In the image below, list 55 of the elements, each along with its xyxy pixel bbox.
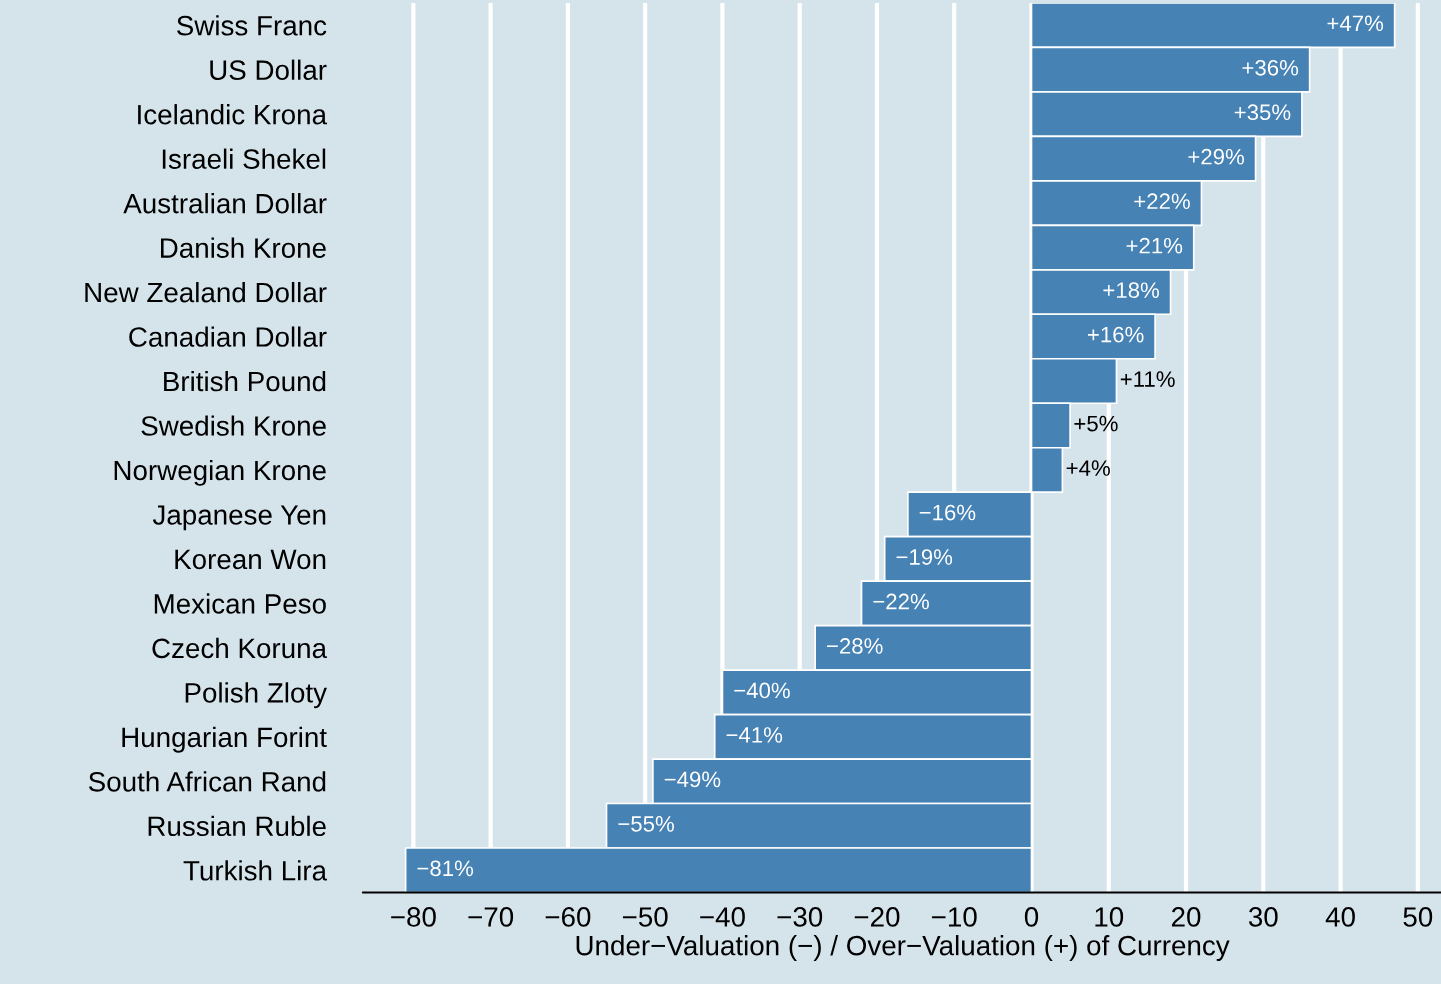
data-label: −16%	[919, 504, 976, 521]
y-tick-label: Danish Krone	[161, 237, 326, 258]
data-label: +36%	[1242, 59, 1299, 76]
data-label: −22%	[873, 593, 929, 610]
x-axis-title: Under−Valuation (−) / Over−Valuation (+) of Currency	[576, 935, 1230, 961]
x-tick-label: −50	[622, 907, 668, 927]
x-tick-label: −30	[777, 907, 823, 927]
data-label: −49%	[664, 771, 721, 788]
data-label: +5%	[1074, 415, 1118, 432]
data-label: +18%	[1103, 282, 1159, 299]
data-label: +22%	[1134, 193, 1190, 209]
x-tick-label: −10	[932, 907, 977, 927]
x-tick-label: −80	[391, 907, 436, 927]
x-tick-label: −60	[545, 907, 591, 927]
data-label: −28%	[827, 638, 883, 654]
y-tick-label: Australian Dollar	[123, 193, 327, 214]
data-label: −40%	[734, 682, 790, 699]
y-tick-label: Czech Koruna	[152, 637, 328, 659]
y-tick-label: Japanese Yen	[152, 505, 326, 531]
x-tick-label: 0	[1024, 907, 1039, 927]
y-tick-label: Polish Zloty	[185, 682, 327, 709]
data-label: +29%	[1188, 148, 1244, 165]
y-tick-label: Turkish Lira	[183, 860, 328, 881]
x-tick-label: 30	[1248, 907, 1278, 927]
x-tick-label: 40	[1325, 907, 1355, 927]
data-label: −19%	[896, 549, 953, 565]
y-tick-label: New Zealand Dollar	[85, 281, 327, 303]
x-tick-label: −40	[700, 907, 745, 927]
data-label: +16%	[1087, 326, 1144, 343]
data-label: +21%	[1126, 237, 1183, 254]
y-tick-label: Swiss Franc	[177, 15, 327, 36]
y-tick-label: Russian Ruble	[148, 815, 326, 837]
x-tick-label: −20	[854, 907, 900, 927]
y-tick-label: Icelandic Krona	[138, 104, 328, 125]
data-label: −41%	[726, 727, 783, 743]
y-tick-label: Canadian Dollar	[129, 326, 327, 347]
data-label: +4%	[1066, 460, 1110, 476]
y-tick-label: Korean Won	[175, 549, 326, 570]
y-tick-label: Swedish Krone	[141, 415, 326, 436]
y-tick-label: South African Rand	[88, 771, 326, 792]
data-label: +11%	[1120, 371, 1175, 387]
data-label: −81%	[417, 860, 474, 877]
y-tick-label: Israeli Shekel	[162, 148, 326, 169]
y-tick-label: British Pound	[164, 370, 326, 392]
y-tick-label: US Dollar	[210, 59, 327, 81]
data-label: +47%	[1327, 15, 1384, 32]
x-tick-label: 20	[1171, 907, 1201, 927]
y-tick-label: Mexican Peso	[154, 593, 326, 614]
x-tick-label: 10	[1095, 907, 1124, 927]
x-tick-label: 50	[1403, 907, 1433, 927]
data-label: +35%	[1234, 104, 1291, 121]
y-tick-label: Hungarian Forint	[122, 726, 327, 753]
x-tick-label: −70	[468, 907, 514, 927]
y-tick-label: Norwegian Krone	[114, 459, 326, 486]
data-label: −55%	[618, 816, 674, 832]
